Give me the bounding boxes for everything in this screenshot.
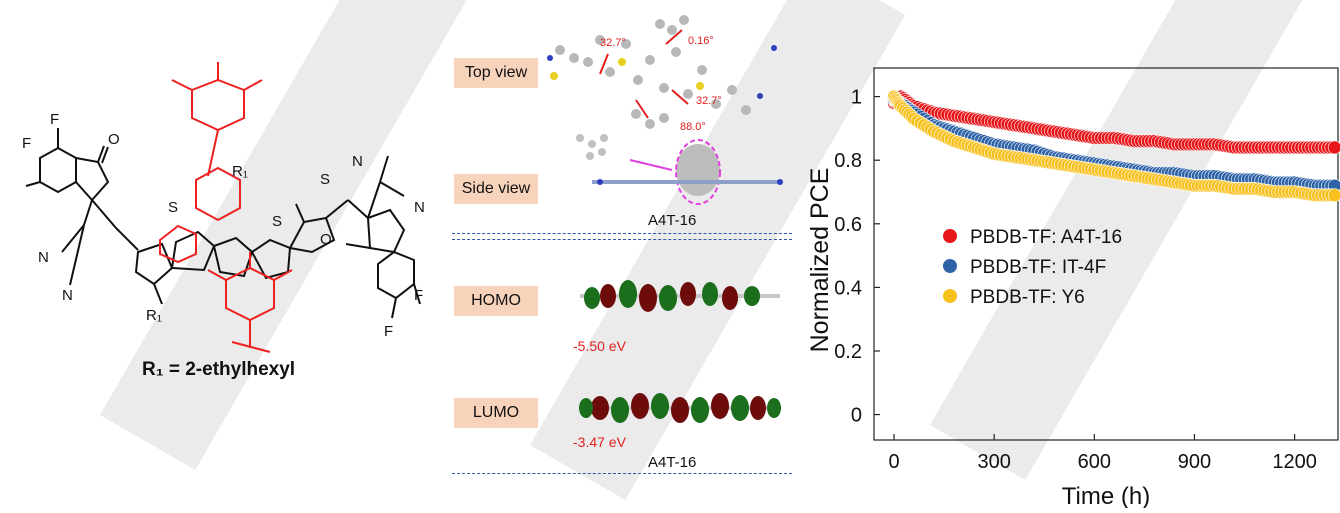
x-tick-label: 900 — [1178, 451, 1211, 473]
legend-label: PBDB-TF: IT-4F — [970, 257, 1106, 278]
atom-label-f1: F — [22, 135, 31, 152]
y-tick-label: 0.6 — [834, 214, 862, 236]
lumo-orbital — [579, 393, 781, 423]
lumo-energy: -3.47 eV — [573, 434, 626, 450]
section-divider-1 — [452, 233, 792, 234]
atom-label-s1: S — [168, 199, 178, 216]
atom-label-n4: N — [414, 199, 425, 216]
x-axis-ticks: 0 300 600 900 1200 — [888, 434, 1317, 473]
atom-label-r1-right: R₁ — [232, 163, 248, 180]
legend-marker — [943, 229, 957, 243]
legend-marker — [943, 259, 957, 273]
plot-frame — [873, 67, 1339, 441]
atom-label-f2: F — [50, 111, 59, 128]
section-divider-2 — [452, 239, 792, 240]
y-tick-label: 0.4 — [834, 277, 862, 299]
homo-orbital — [580, 280, 780, 312]
molecule-name-top: A4T-16 — [648, 212, 697, 229]
side-view-label: Side view — [454, 174, 538, 204]
data-series — [887, 89, 1340, 202]
a4t16-structure: F F O N N S S S R₁ R₁ N N O F F R₁ = 2-e… — [22, 62, 425, 380]
x-axis-label: Time (h) — [1062, 483, 1150, 508]
x-tick-label: 300 — [977, 451, 1010, 473]
y-tick-label: 0.8 — [834, 150, 862, 172]
legend-marker — [943, 289, 957, 303]
molecule-name-bottom: A4T-16 — [648, 454, 697, 471]
y-tick-label: 1 — [851, 87, 862, 109]
top-view-label: Top view — [454, 58, 538, 88]
x-tick-label: 1200 — [1272, 451, 1317, 473]
legend: PBDB-TF: A4T-16 PBDB-TF: IT-4F PBDB-TF: Y6 — [943, 227, 1122, 308]
y-tick-label: 0.2 — [834, 341, 862, 363]
atom-label-o2: O — [320, 231, 332, 248]
atom-label-f4: F — [384, 323, 393, 340]
angle-label-2: 0.16° — [688, 35, 714, 47]
legend-label: PBDB-TF: Y6 — [970, 287, 1085, 308]
atom-label-r1-left: R₁ — [146, 307, 162, 324]
dft-panel: Top view Side view 32.7° 0.16° 32.7° 88.… — [450, 0, 795, 508]
y-axis-ticks: 0 0.2 0.4 0.6 0.8 1 — [834, 87, 880, 427]
series-2 — [887, 89, 1340, 202]
y-tick-label: 0 — [851, 405, 862, 427]
atom-label-n2: N — [62, 287, 73, 304]
data-point — [1327, 188, 1340, 202]
angle-label-4: 88.0° — [680, 121, 706, 133]
x-tick-label: 600 — [1078, 451, 1111, 473]
x-tick-label: 0 — [888, 451, 899, 473]
pce-stability-chart: 0 0.2 0.4 0.6 0.8 1 0 300 600 900 1200 PBDB-TF: A… — [806, 67, 1340, 510]
data-point — [1327, 140, 1340, 155]
top-view-molecule: 32.7° 0.16° 32.7° 88.0° — [547, 15, 777, 133]
r1-definition: R₁ = 2-ethylhexyl — [142, 359, 295, 380]
stability-chart-panel: 0 0.2 0.4 0.6 0.8 1 0 300 600 900 1200 PBDB-TF: A… — [800, 0, 1340, 510]
atom-label-f3: F — [414, 287, 423, 304]
angle-label-3: 32.7° — [696, 95, 722, 107]
atom-label-s3: S — [320, 171, 330, 188]
chemical-structure-panel: F F O N N S S S R₁ R₁ N N O F F R₁ = 2-e… — [0, 0, 440, 508]
atom-label-s2: S — [272, 213, 282, 230]
atom-label-o1: O — [108, 131, 120, 148]
atom-label-n3: N — [352, 153, 363, 170]
legend-label: PBDB-TF: A4T-16 — [970, 227, 1122, 248]
atom-label-n1: N — [38, 249, 49, 266]
homo-label: HOMO — [454, 286, 538, 316]
angle-label-1: 32.7° — [600, 37, 626, 49]
y-axis-label: Normalized PCE — [806, 168, 834, 353]
lumo-label: LUMO — [454, 398, 538, 428]
side-view-molecule — [576, 134, 783, 205]
homo-energy: -5.50 eV — [573, 338, 626, 354]
section-divider-3 — [452, 473, 792, 474]
